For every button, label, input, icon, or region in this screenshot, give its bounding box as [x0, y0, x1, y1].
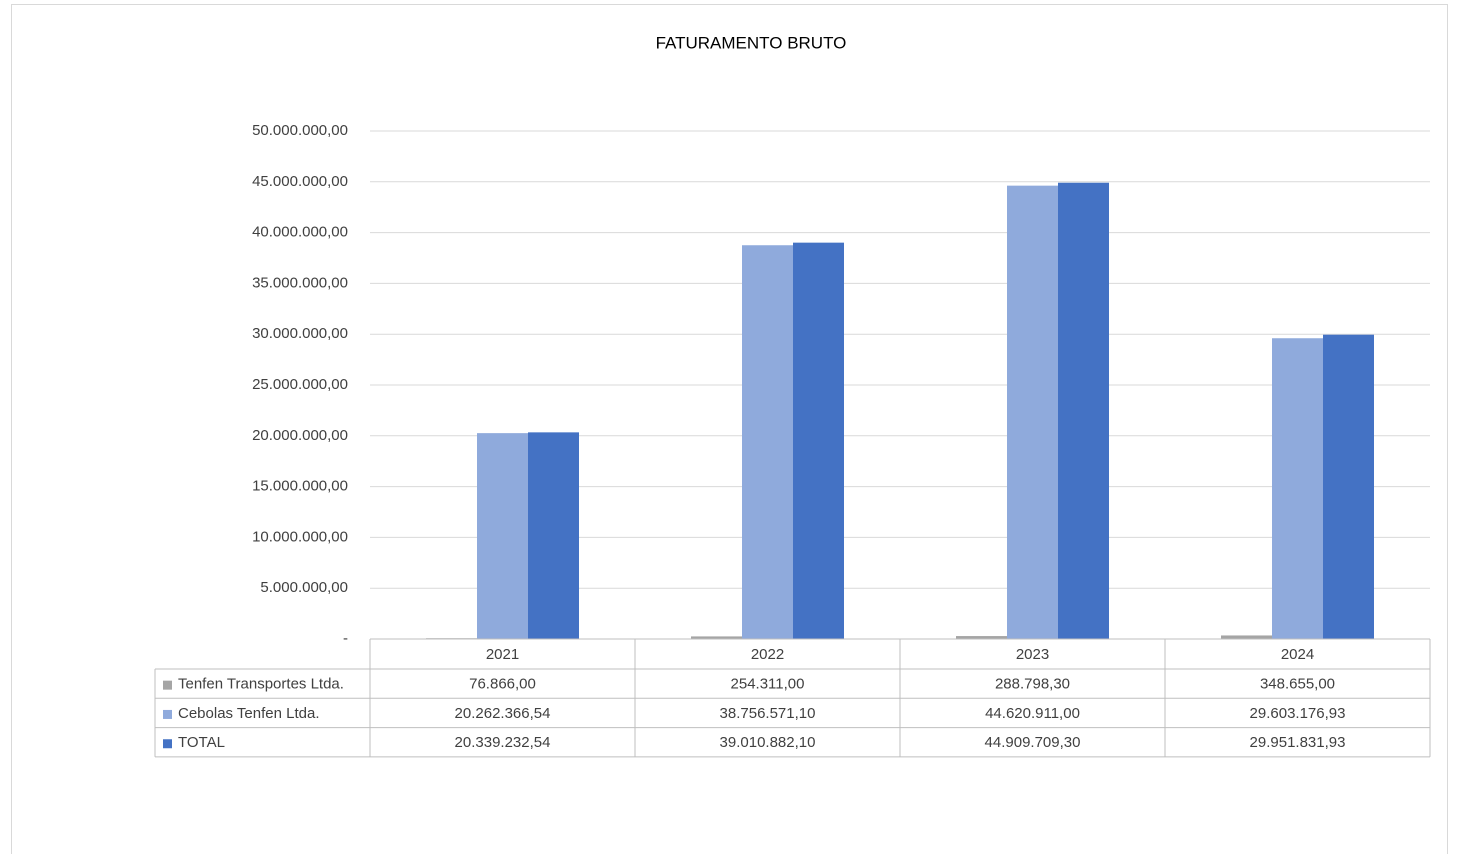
legend-key: [163, 709, 172, 719]
y-tick-label: 50.000.000,00: [252, 122, 348, 139]
bar: [1272, 338, 1323, 639]
bar: [528, 432, 579, 639]
y-tick-label: 15.000.000,00: [252, 478, 348, 495]
table-value: 76.866,00: [469, 676, 536, 693]
bar: [1007, 185, 1058, 639]
y-tick-label: 10.000.000,00: [252, 528, 348, 545]
table-value: 348.655,00: [1260, 676, 1335, 693]
bar: [477, 433, 528, 639]
table-value: 29.951.831,93: [1250, 734, 1346, 751]
y-tick-label: 40.000.000,00: [252, 224, 348, 241]
x-tick-label: 2024: [1281, 646, 1314, 663]
bar: [742, 245, 793, 640]
bar: [1221, 635, 1272, 639]
table-value: 254.311,00: [731, 676, 805, 693]
y-tick-label: 35.000.000,00: [252, 274, 348, 291]
table-value: 44.909.709,30: [985, 734, 1081, 751]
bar: [793, 242, 844, 639]
bar: [691, 636, 742, 639]
legend-label: Tenfen Transportes Ltda.: [178, 676, 344, 693]
y-tick-label: -: [343, 630, 348, 647]
table-value: 288.798,30: [995, 676, 1070, 693]
x-tick-label: 2021: [486, 646, 519, 663]
table-value: 44.620.911,00: [985, 705, 1080, 722]
bar: [956, 636, 1007, 639]
table-value: 20.339.232,54: [455, 734, 551, 751]
chart-border: [11, 4, 1448, 854]
x-tick-label: 2022: [751, 646, 784, 663]
table-value: 29.603.176,93: [1250, 705, 1346, 722]
legend-key: [163, 680, 172, 690]
table-value: 39.010.882,10: [720, 734, 816, 751]
bar: [1323, 334, 1374, 639]
bar: [1058, 182, 1109, 639]
legend-key: [163, 739, 172, 749]
y-tick-label: 25.000.000,00: [252, 376, 348, 393]
x-tick-label: 2023: [1016, 646, 1049, 663]
y-tick-label: 5.000.000,00: [260, 579, 348, 596]
table-value: 38.756.571,10: [720, 705, 816, 722]
chart-title: FATURAMENTO BRUTO: [656, 33, 847, 52]
y-tick-label: 30.000.000,00: [252, 325, 348, 342]
legend-label: TOTAL: [178, 734, 225, 751]
y-tick-label: 20.000.000,00: [252, 427, 348, 444]
legend-label: Cebolas Tenfen Ltda.: [178, 705, 320, 722]
table-value: 20.262.366,54: [455, 705, 551, 722]
y-tick-label: 45.000.000,00: [252, 173, 348, 190]
